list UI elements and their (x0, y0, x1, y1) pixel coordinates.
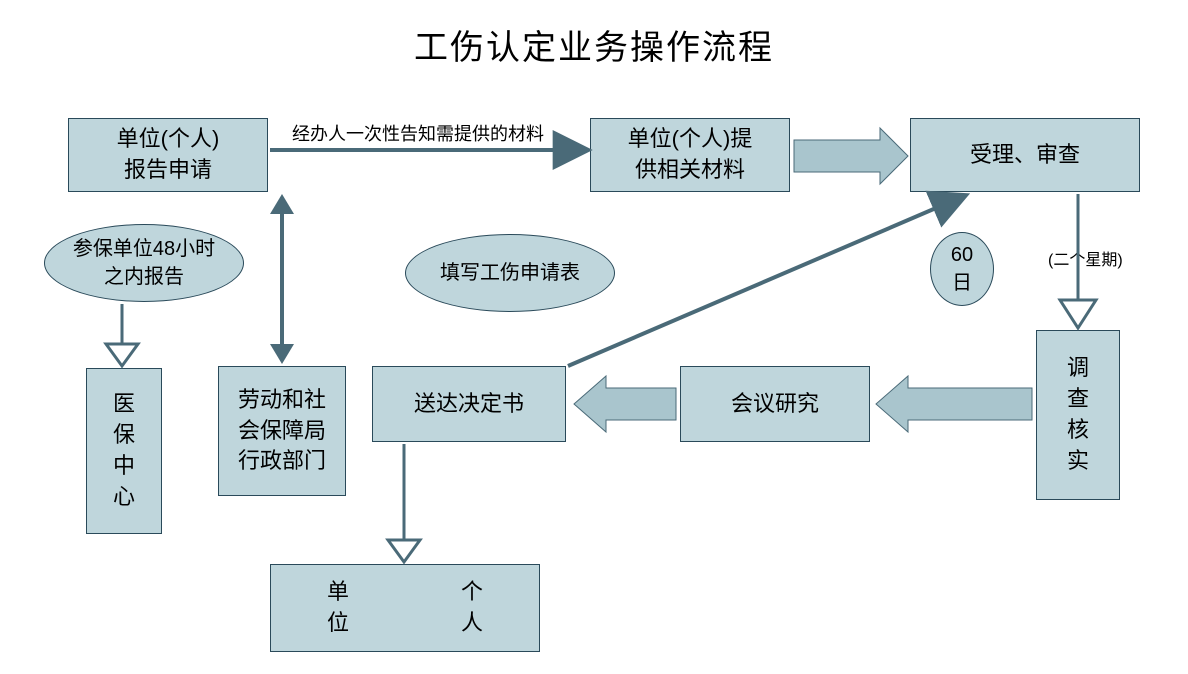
node-report: 单位(个人) 报告申请 (68, 118, 268, 192)
node-medcenter: 医 保 中 心 (86, 368, 162, 534)
node-person-label: 个 人 (461, 577, 483, 639)
node-unit-label: 单 位 (327, 577, 349, 639)
node-meeting-label: 会议研究 (731, 389, 819, 420)
node-insured48: 参保单位48小时 之内报告 (44, 224, 244, 302)
node-deliver-label: 送达决定书 (414, 389, 524, 420)
node-labor-label: 劳动和社 会保障局 行政部门 (238, 385, 326, 477)
flowchart-canvas: 工伤认定业务操作流程 单位(个人) 报告申请 单位(个人)提 供相关材料 受理、… (0, 0, 1188, 674)
arrow-insured-to-medcenter (106, 304, 138, 366)
diagram-title: 工伤认定业务操作流程 (0, 20, 1188, 69)
node-meeting: 会议研究 (680, 366, 870, 442)
arrow-report-labor-double (270, 194, 294, 364)
node-unit-person: 单 位 个 人 (270, 564, 540, 652)
node-materials-label: 单位(个人)提 供相关材料 (628, 124, 753, 186)
node-fillform: 填写工伤申请表 (405, 234, 615, 312)
arrow-materials-to-accept (794, 128, 908, 184)
label-edge-top-text: 经办人一次性告知需提供的材料 (292, 124, 544, 144)
node-report-label: 单位(个人) 报告申请 (117, 124, 220, 186)
node-verify-label: 调 查 核 实 (1067, 353, 1089, 476)
arrow-deliver-to-accept (568, 196, 964, 366)
label-edge-top: 经办人一次性告知需提供的材料 (292, 120, 544, 146)
arrow-deliver-to-unitperson (388, 444, 420, 562)
label-two-weeks: (二个星期) (1048, 246, 1123, 270)
arrow-verify-to-meeting (876, 376, 1032, 432)
label-two-weeks-text: (二个星期) (1048, 252, 1123, 269)
node-deliver: 送达决定书 (372, 366, 566, 442)
node-medcenter-label: 医 保 中 心 (113, 389, 135, 512)
node-sixty-days: 60 日 (930, 232, 994, 306)
node-verify: 调 查 核 实 (1036, 330, 1120, 500)
arrows-layer (0, 0, 1188, 674)
node-materials: 单位(个人)提 供相关材料 (590, 118, 790, 192)
node-fillform-label: 填写工伤申请表 (440, 259, 580, 287)
node-accept-label: 受理、审查 (970, 140, 1080, 171)
arrow-meeting-to-deliver (574, 376, 676, 432)
node-sixty-label: 60 日 (951, 241, 973, 297)
node-labor: 劳动和社 会保障局 行政部门 (218, 366, 346, 496)
node-insured48-label: 参保单位48小时 之内报告 (73, 235, 215, 291)
node-accept: 受理、审查 (910, 118, 1140, 192)
